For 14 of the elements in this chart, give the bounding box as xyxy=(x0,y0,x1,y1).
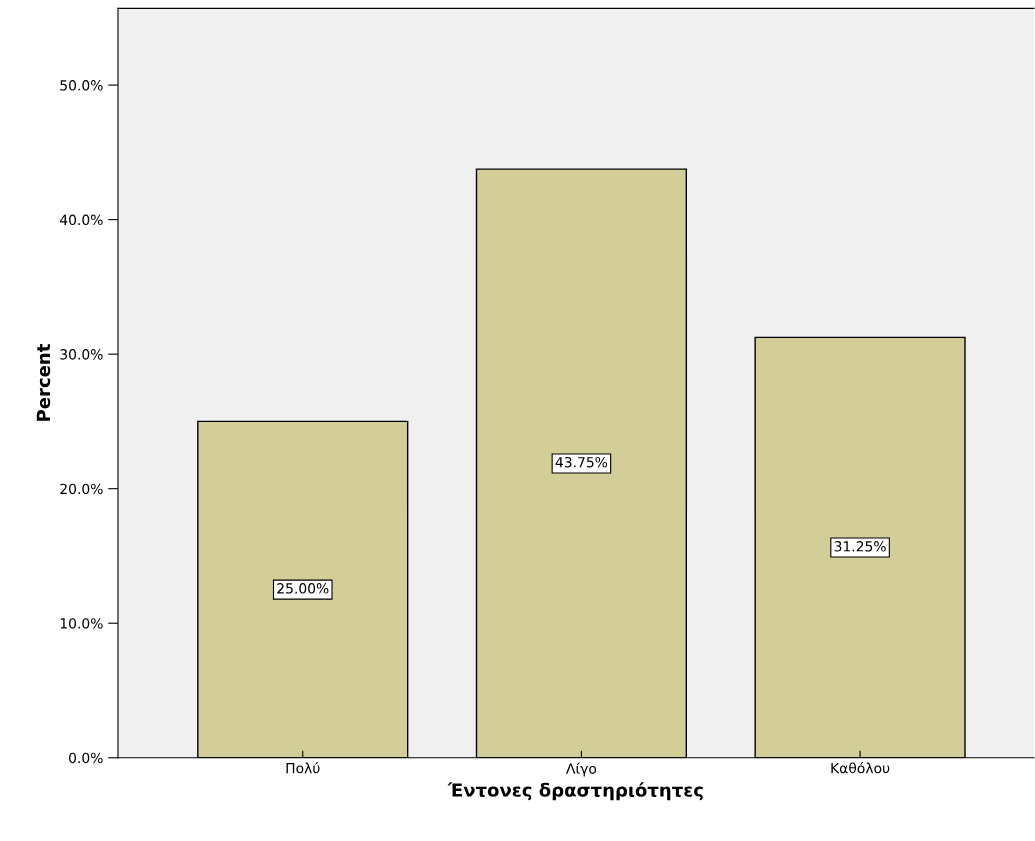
x-tick-label: Πολύ xyxy=(286,762,320,774)
data-label: 43.75% xyxy=(555,456,608,468)
y-axis-title: Percent xyxy=(36,344,51,421)
x-tick-label: Λίγο xyxy=(566,762,597,777)
y-tick-label: 30.0% xyxy=(60,349,103,360)
x-tick-label: Καθόλου xyxy=(831,762,890,774)
y-tick-label: 50.0% xyxy=(60,80,103,91)
y-tick-label: 20.0% xyxy=(60,483,103,495)
y-tick-label: 40.0% xyxy=(59,214,103,226)
x-axis-title: Έντονες δραστηριότητες xyxy=(447,782,703,801)
data-label: 31.25% xyxy=(834,541,886,552)
data-label: 25.00% xyxy=(277,583,329,594)
y-tick-label: 10.0% xyxy=(60,618,103,629)
y-tick-label: 0.0% xyxy=(69,752,103,764)
